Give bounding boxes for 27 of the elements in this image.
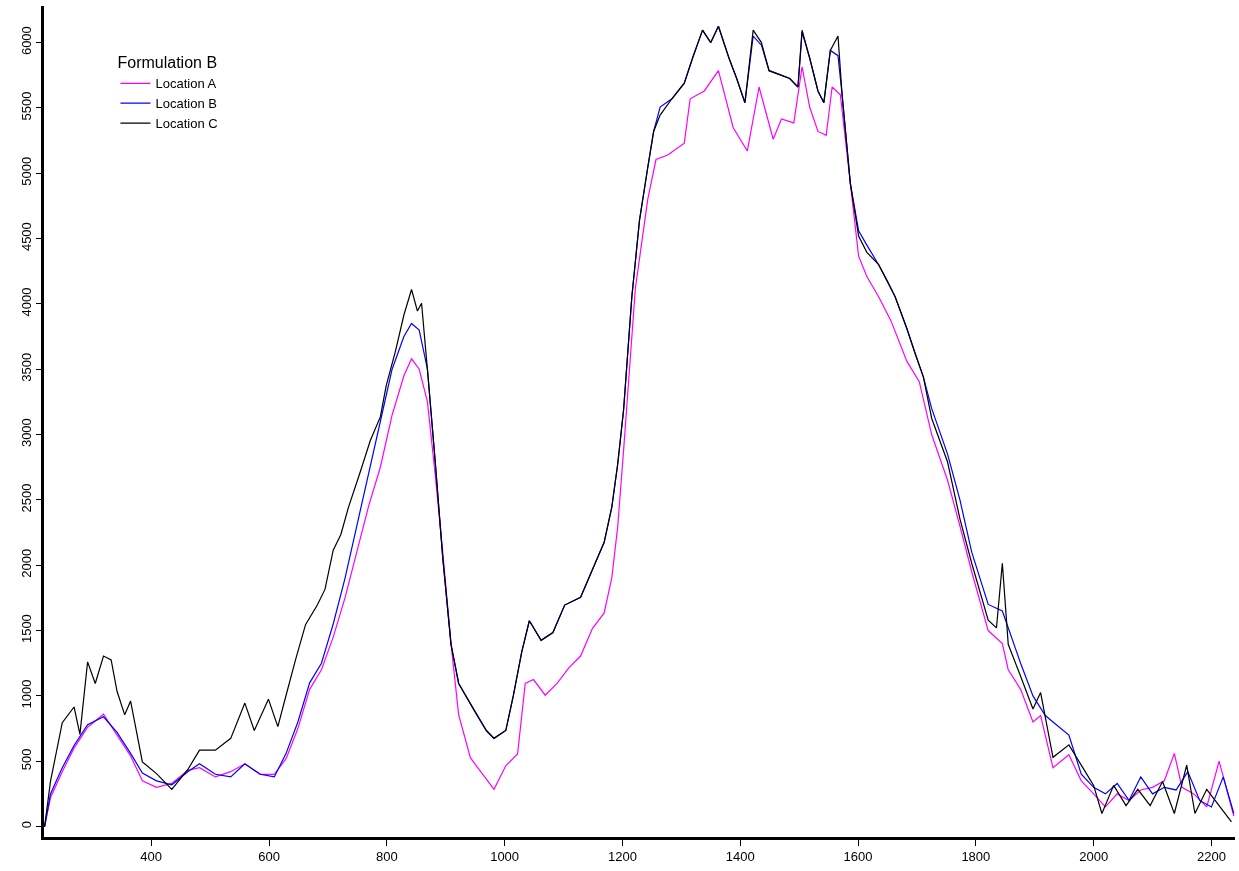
- x-tick-label: 1000: [490, 849, 520, 865]
- y-tick-label: 3500: [19, 352, 35, 382]
- x-tick-label: 1600: [843, 849, 873, 865]
- legend-title: Formulation B: [117, 54, 218, 72]
- x-tick-label: 2000: [1079, 849, 1109, 865]
- x-tick-label: 1200: [607, 849, 637, 865]
- y-tick-label: 4000: [19, 287, 35, 317]
- x-tick-label: 800: [375, 849, 398, 865]
- y-tick-label: 4500: [19, 222, 35, 252]
- legend-label: Location B: [155, 96, 217, 112]
- legend-label: Location A: [155, 76, 217, 92]
- legend-label: Location C: [155, 116, 218, 132]
- y-tick-label: 1500: [19, 614, 35, 644]
- y-tick-label: 0: [19, 820, 35, 829]
- x-tick-label: 2200: [1196, 849, 1226, 865]
- y-tick-label: 3000: [19, 418, 35, 448]
- y-tick-label: 5500: [19, 91, 35, 121]
- y-tick-label: 2500: [19, 483, 35, 513]
- y-tick-label: 1000: [19, 679, 35, 709]
- y-tick-label: 500: [19, 748, 35, 771]
- x-tick-label: 400: [140, 849, 163, 865]
- x-tick-label: 1800: [961, 849, 991, 865]
- x-tick-label: 600: [258, 849, 280, 865]
- y-tick-label: 2000: [19, 548, 35, 578]
- y-tick-label: 6000: [19, 26, 35, 56]
- y-tick-label: 5000: [19, 156, 35, 186]
- x-tick-label: 1400: [725, 849, 755, 865]
